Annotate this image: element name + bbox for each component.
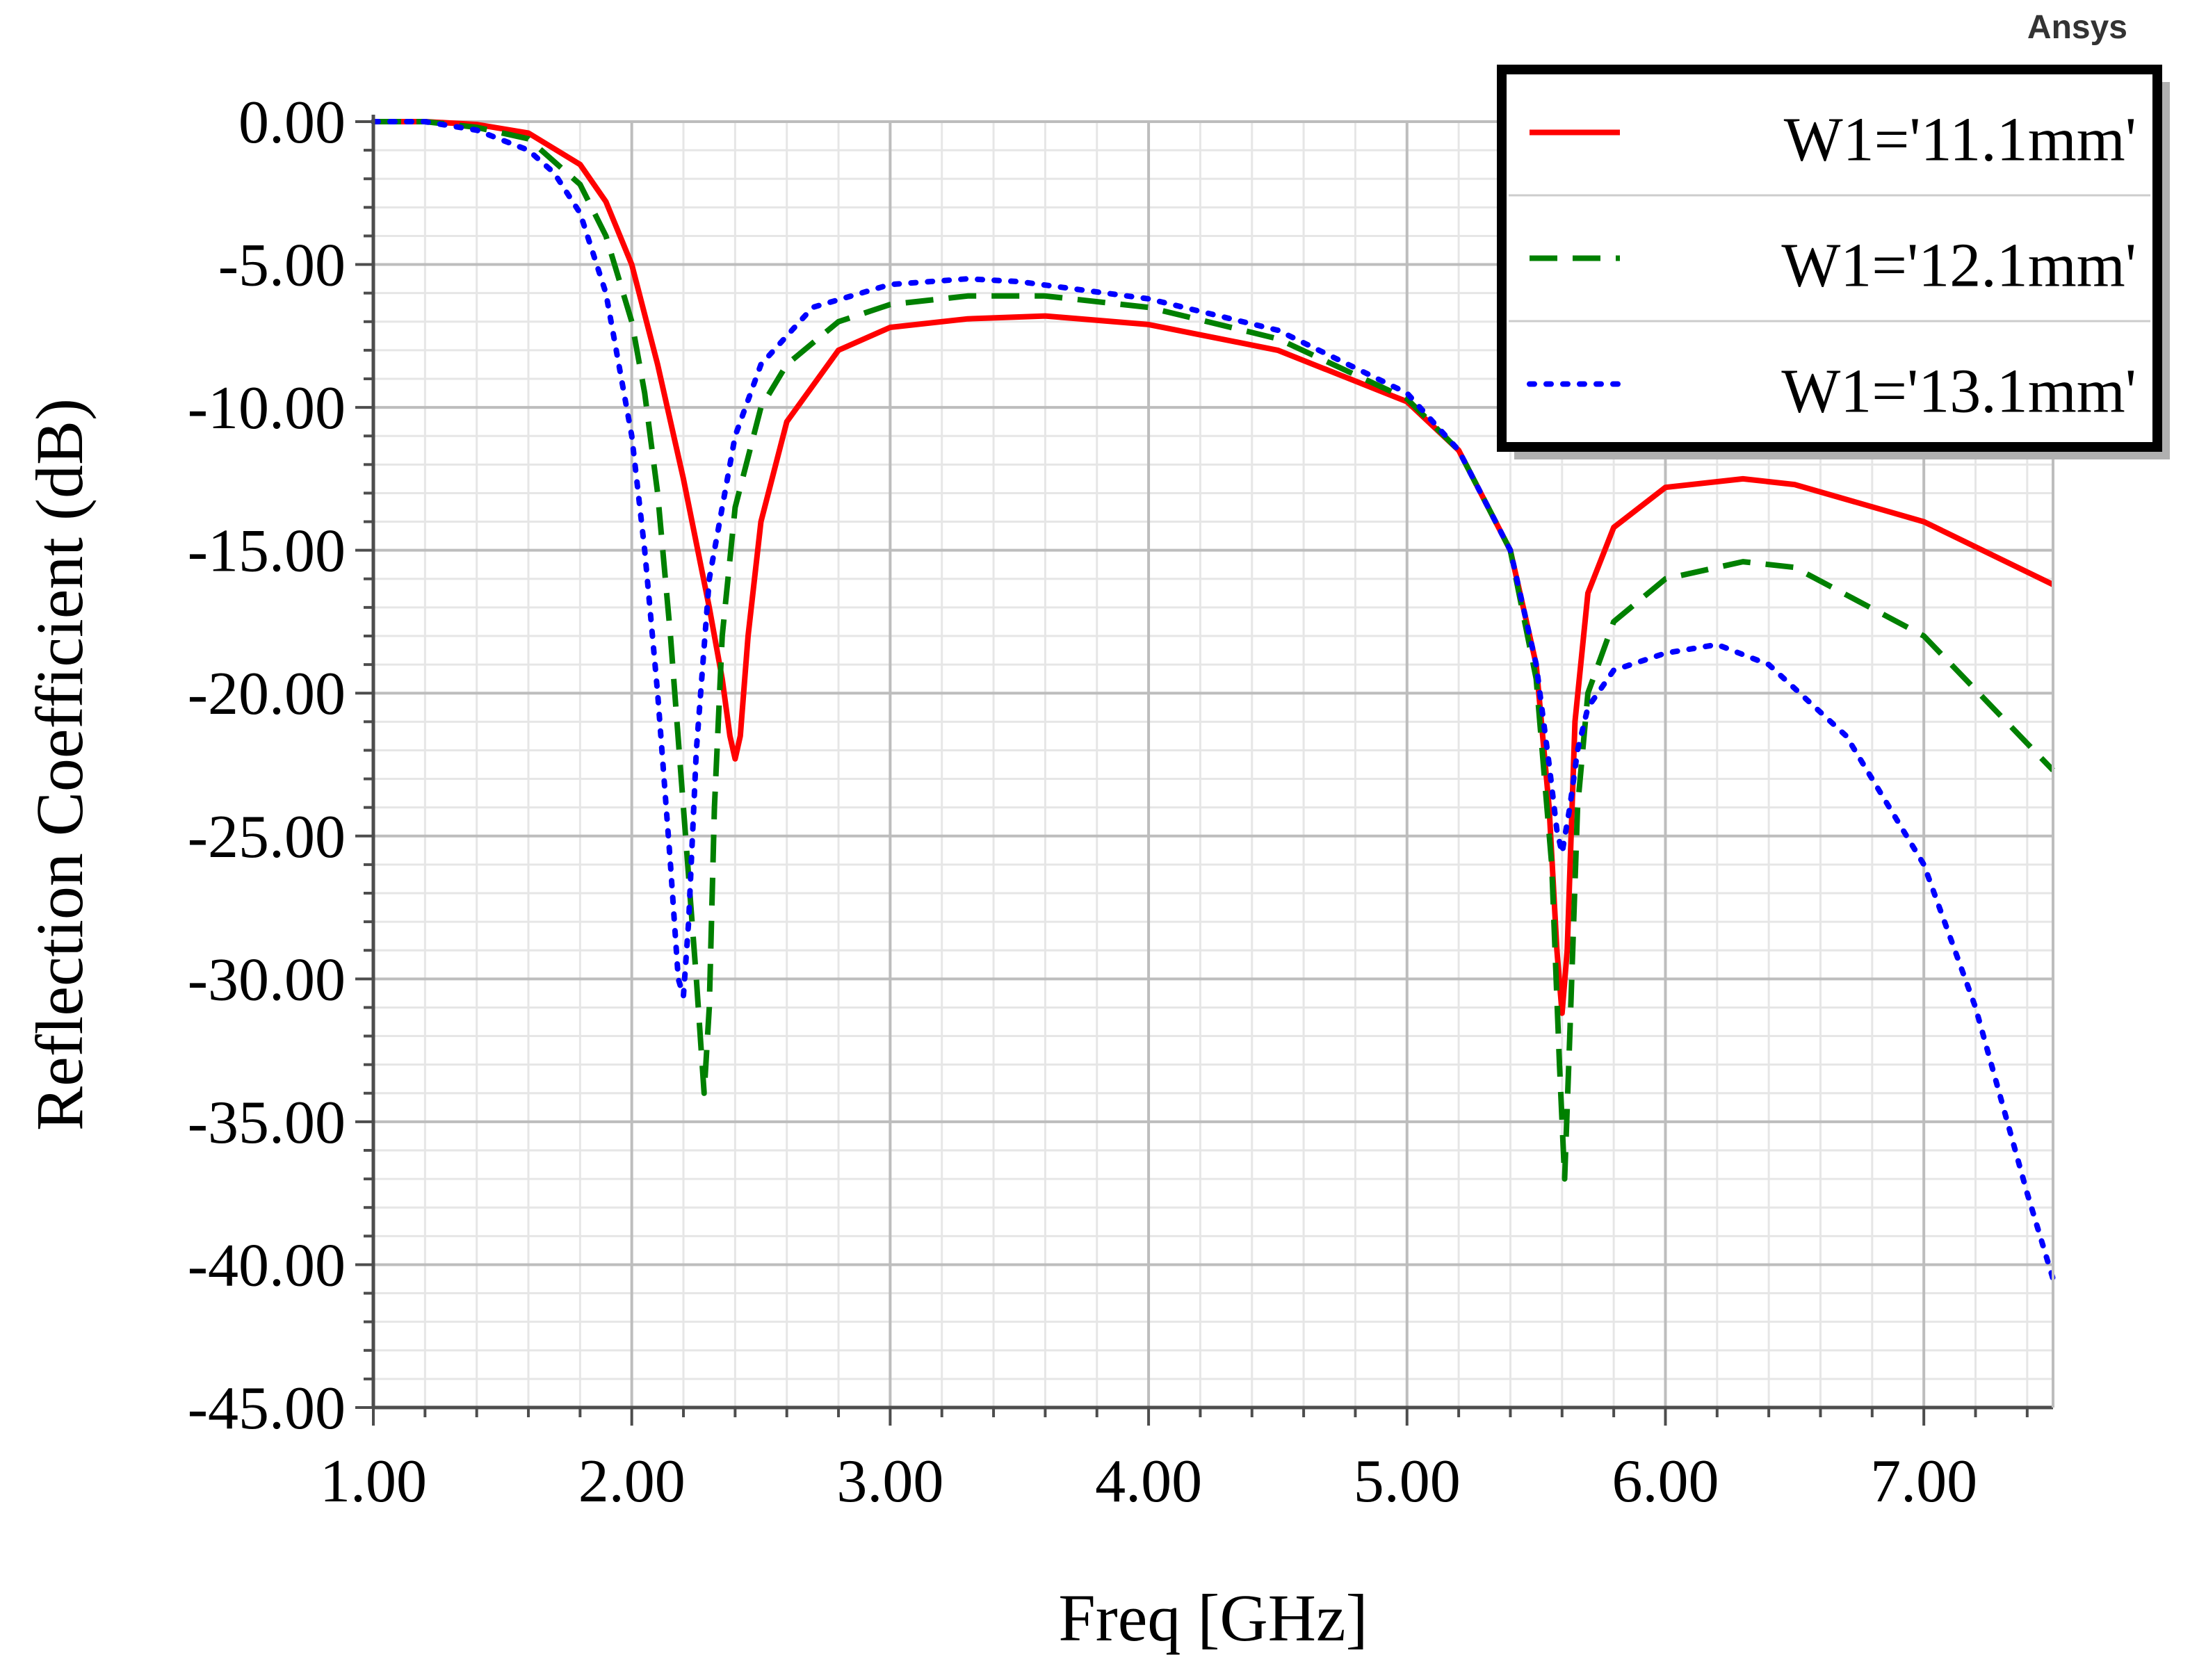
x-axis-title: Freq [GHz] bbox=[1058, 1581, 1368, 1655]
x-tick-label: 4.00 bbox=[1095, 1448, 1202, 1515]
y-tick-label: -40.00 bbox=[188, 1232, 346, 1299]
legend-label-3: W1='13.1mm' bbox=[1781, 357, 2136, 426]
x-tick-label: 2.00 bbox=[578, 1448, 686, 1515]
y-tick-label: -25.00 bbox=[188, 804, 346, 871]
y-axis-title: Reflection Coefficient (dB) bbox=[22, 398, 97, 1131]
y-tick-label: 0.00 bbox=[238, 89, 346, 156]
x-tick-label: 1.00 bbox=[320, 1448, 427, 1515]
legend-label-1: W1='11.1mm' bbox=[1784, 106, 2136, 174]
y-tick-label: -15.00 bbox=[188, 518, 346, 585]
legend-label-2: W1='12.1mm' bbox=[1781, 231, 2136, 300]
y-tick-label: -10.00 bbox=[188, 375, 346, 442]
series-line-1 bbox=[373, 119, 2054, 1016]
x-tick-label: 6.00 bbox=[1612, 1448, 1719, 1515]
y-tick-label: -20.00 bbox=[188, 660, 346, 728]
x-tick-label: 3.00 bbox=[836, 1448, 943, 1515]
ansys-brand-label: Ansys bbox=[2027, 9, 2127, 46]
x-tick-label: 5.00 bbox=[1354, 1448, 1461, 1515]
x-tick-label: 7.00 bbox=[1870, 1448, 1977, 1515]
legend: W1='11.1mm' W1='12.1mm' W1='13.1mm' bbox=[1497, 65, 2170, 459]
y-tick-label: -5.00 bbox=[218, 232, 346, 300]
y-tick-label: -30.00 bbox=[188, 946, 346, 1013]
y-tick-label: -35.00 bbox=[188, 1089, 346, 1157]
series-line-3 bbox=[371, 119, 2056, 1282]
y-tick-label: -45.00 bbox=[188, 1375, 346, 1442]
series-layer bbox=[371, 119, 2056, 1282]
series-line-2 bbox=[373, 119, 2055, 1182]
tick-labels: 1.00 2.00 3.00 4.00 5.00 6.00 7.00 0.00 -5.00 -10… bbox=[188, 89, 1977, 1515]
